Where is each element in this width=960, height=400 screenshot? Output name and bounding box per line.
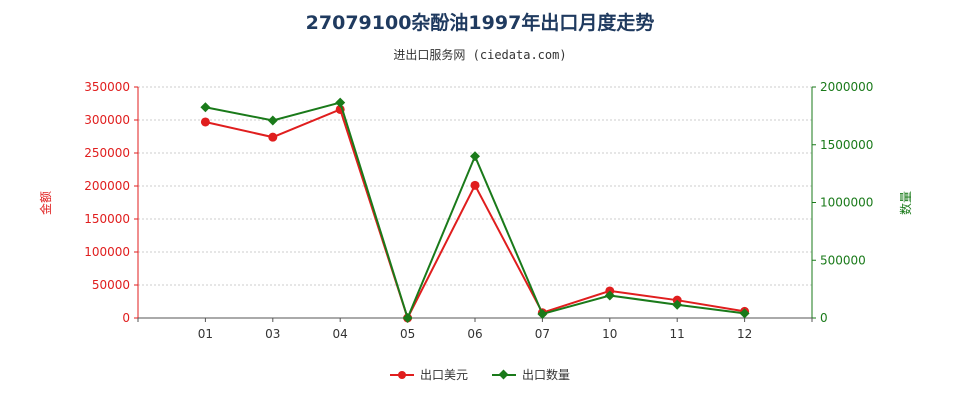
y-right-tick-label: 500000 — [820, 253, 866, 267]
legend-item-usd[interactable]: 出口美元 — [389, 366, 468, 383]
chart-title: 27079100杂酚油1997年出口月度走势 — [305, 12, 655, 34]
y-right-tick-label: 2000000 — [820, 80, 873, 94]
x-tick-label: 12 — [737, 327, 752, 341]
data-point-qty — [672, 299, 683, 310]
x-tick-label: 04 — [333, 327, 348, 341]
series-line-usd — [205, 108, 745, 321]
data-point-usd — [268, 132, 278, 142]
series-line-qty — [205, 101, 745, 321]
y-left-tick-label: 350000 — [84, 80, 130, 94]
x-tick-label: 07 — [535, 327, 550, 341]
data-point-qty — [537, 308, 548, 319]
data-point-qty — [739, 308, 750, 319]
legend-usd-marker-icon — [389, 369, 414, 381]
y-left-tick-label: 200000 — [84, 179, 130, 193]
legend: 出口美元 出口数量 — [0, 366, 960, 383]
data-point-qty — [267, 115, 278, 126]
legend-usd-label: 出口美元 — [419, 368, 468, 382]
data-point-qty — [335, 97, 346, 108]
y-right-tick-label: 0 — [820, 311, 828, 325]
y-left-tick-label: 250000 — [84, 146, 130, 160]
legend-qty-marker-icon — [492, 369, 516, 381]
data-point-qty — [200, 102, 211, 113]
chart-subtitle: 进出口服务网 (ciedata.com) — [393, 48, 567, 62]
x-tick-label: 01 — [198, 327, 213, 341]
y-left-tick-label: 150000 — [84, 212, 130, 226]
y-left-tick-label: 300000 — [84, 113, 130, 127]
data-point-qty — [402, 313, 413, 323]
x-tick-label: 10 — [602, 327, 617, 341]
data-point-usd — [470, 180, 480, 190]
x-tick-label: 11 — [670, 327, 685, 341]
data-point-usd — [200, 117, 210, 127]
y-right-tick-label: 1500000 — [820, 138, 873, 152]
y-right-tick-label: 1000000 — [820, 196, 873, 210]
y-left-tick-label: 100000 — [84, 245, 130, 259]
y-axis-left-title: 金额 — [38, 191, 53, 215]
data-point-qty — [604, 290, 615, 301]
legend-qty-label: 出口数量 — [522, 368, 571, 382]
data-point-qty — [470, 151, 480, 162]
x-tick-label: 05 — [400, 327, 415, 341]
x-tick-label: 06 — [467, 327, 482, 341]
y-left-tick-label: 50000 — [92, 278, 130, 292]
y-left-tick-label: 0 — [122, 311, 130, 325]
y-axis-right-title: 数量 — [898, 191, 913, 215]
x-tick-label: 03 — [265, 327, 280, 341]
legend-item-qty[interactable]: 出口数量 — [492, 366, 570, 383]
